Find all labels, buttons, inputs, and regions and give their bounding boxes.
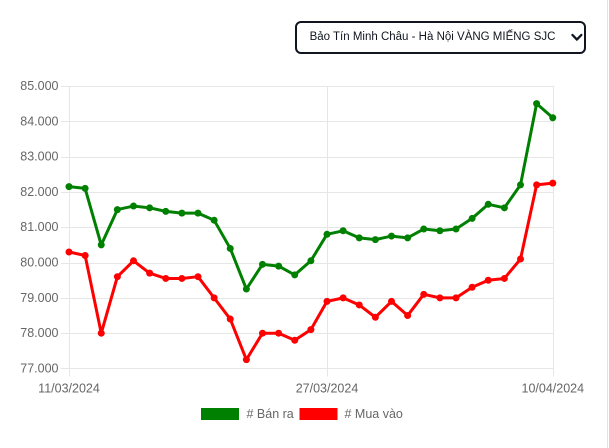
- svg-text:84.000: 84.000: [20, 114, 58, 128]
- svg-text:# Mua vào: # Mua vào: [345, 407, 403, 421]
- svg-text:78.000: 78.000: [20, 326, 58, 340]
- svg-text:27/03/2024: 27/03/2024: [296, 382, 359, 396]
- svg-text:79.000: 79.000: [20, 291, 58, 305]
- svg-text:11/03/2024: 11/03/2024: [38, 382, 100, 396]
- svg-text:# Bán ra: # Bán ra: [247, 407, 294, 421]
- svg-text:80.000: 80.000: [20, 256, 58, 270]
- svg-text:83.000: 83.000: [20, 150, 58, 164]
- svg-text:85.000: 85.000: [20, 79, 58, 93]
- svg-text:81.000: 81.000: [20, 220, 58, 234]
- svg-text:77.000: 77.000: [20, 362, 58, 376]
- svg-text:10/04/2024: 10/04/2024: [522, 382, 585, 396]
- svg-text:82.000: 82.000: [20, 185, 58, 199]
